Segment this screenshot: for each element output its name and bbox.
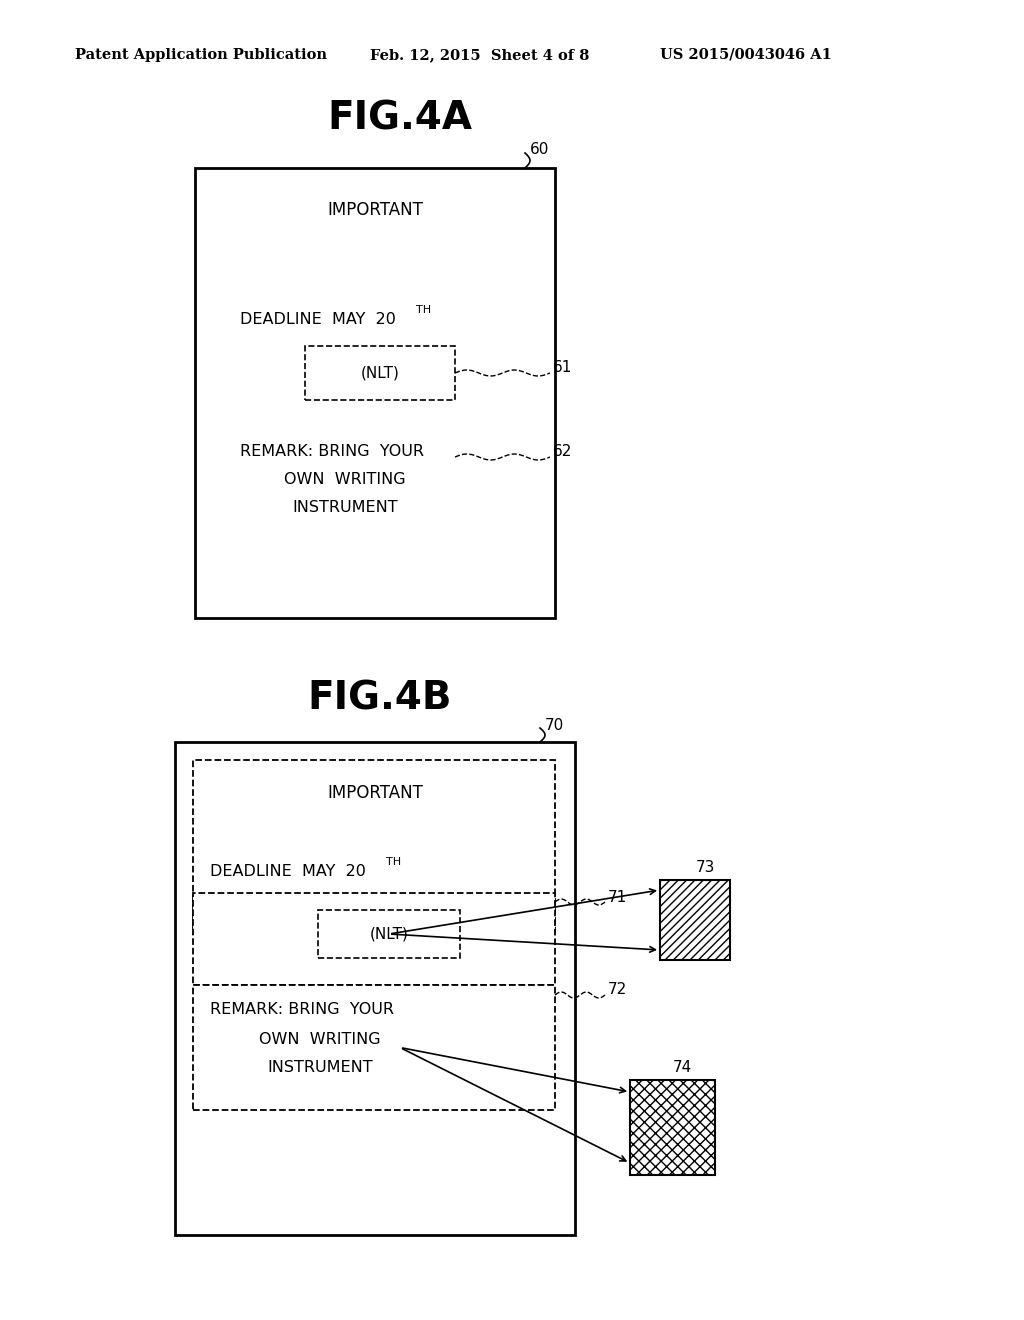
Text: REMARK: BRING  YOUR: REMARK: BRING YOUR	[240, 445, 424, 459]
Text: TH: TH	[416, 305, 431, 315]
Text: 71: 71	[608, 890, 628, 904]
Text: US 2015/0043046 A1: US 2015/0043046 A1	[660, 48, 831, 62]
Text: IMPORTANT: IMPORTANT	[327, 784, 423, 803]
Bar	[193, 760, 555, 935]
Bar	[630, 1080, 715, 1175]
Text: OWN  WRITING: OWN WRITING	[259, 1032, 381, 1048]
Text: TH: TH	[386, 857, 401, 867]
Text: INSTRUMENT: INSTRUMENT	[267, 1060, 373, 1076]
Text: IMPORTANT: IMPORTANT	[327, 201, 423, 219]
Text: FIG.4A: FIG.4A	[328, 99, 472, 137]
Text: 61: 61	[553, 360, 572, 375]
Bar	[305, 346, 455, 400]
Bar	[175, 742, 575, 1236]
Text: 74: 74	[673, 1060, 692, 1076]
Text: Patent Application Publication: Patent Application Publication	[75, 48, 327, 62]
Text: 70: 70	[545, 718, 564, 734]
Bar	[193, 985, 555, 1110]
Text: 73: 73	[695, 861, 715, 875]
Bar	[193, 894, 555, 985]
Bar	[318, 909, 460, 958]
Text: 62: 62	[553, 445, 572, 459]
Text: OWN  WRITING: OWN WRITING	[285, 473, 406, 487]
Text: (NLT): (NLT)	[370, 927, 409, 941]
Bar	[195, 168, 555, 618]
Text: DEADLINE  MAY  20: DEADLINE MAY 20	[240, 313, 396, 327]
Text: INSTRUMENT: INSTRUMENT	[292, 500, 397, 516]
Bar	[660, 880, 730, 960]
Text: FIG.4B: FIG.4B	[308, 678, 453, 717]
Text: 72: 72	[608, 982, 628, 998]
Text: 60: 60	[530, 143, 549, 157]
Text: REMARK: BRING  YOUR: REMARK: BRING YOUR	[210, 1002, 394, 1018]
Text: (NLT): (NLT)	[360, 366, 399, 380]
Text: DEADLINE  MAY  20: DEADLINE MAY 20	[210, 865, 366, 879]
Text: Feb. 12, 2015  Sheet 4 of 8: Feb. 12, 2015 Sheet 4 of 8	[370, 48, 590, 62]
